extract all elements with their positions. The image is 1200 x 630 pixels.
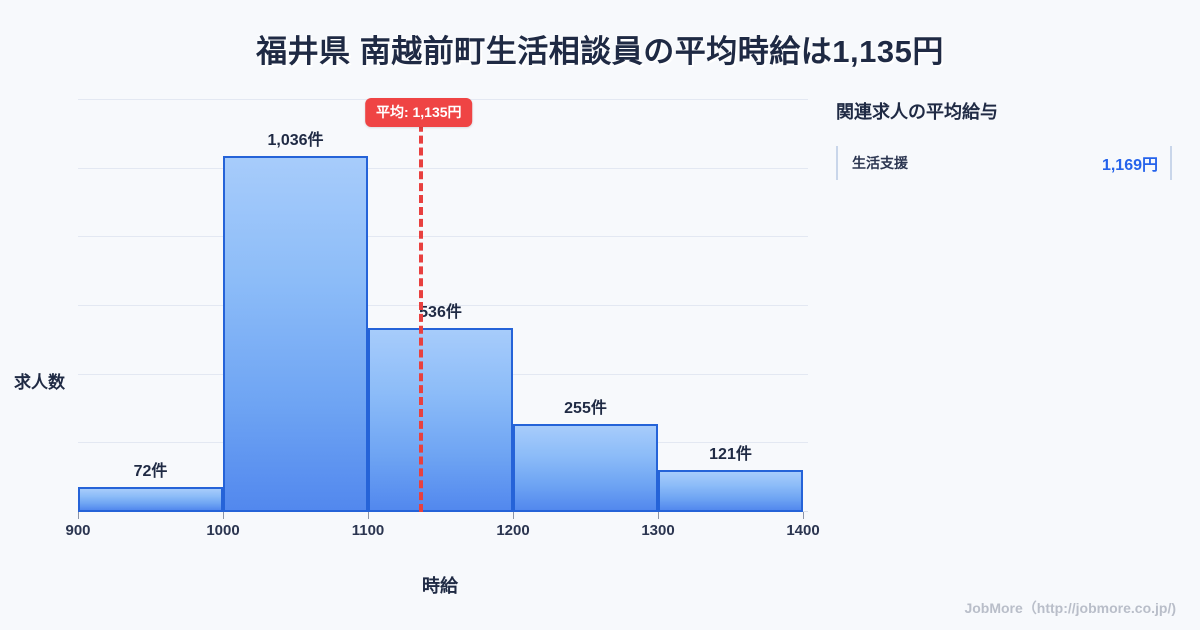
- x-tick-label: 1200: [496, 522, 530, 539]
- x-tick-mark: [658, 512, 659, 519]
- plot-area: 72件 1,036件 536件 255件 121件 平均: 1,135円 900 1000 11…: [65, 98, 820, 539]
- histogram-bar: [223, 156, 368, 512]
- bar-value-label: 536件: [419, 303, 462, 321]
- x-tick-mark: [78, 512, 79, 519]
- related-salary-heading: 関連求人の平均給与: [836, 102, 998, 122]
- x-axis-title: 時給: [422, 576, 458, 596]
- x-tick-label: 1100: [351, 522, 385, 539]
- histogram-chart: 72件 1,036件 536件 255件 121件 平均: 1,135円 900 1000 11…: [0, 90, 830, 550]
- histogram-bar: [368, 327, 513, 512]
- histogram-bar: [78, 487, 223, 512]
- x-tick-label: 1000: [206, 522, 240, 539]
- y-axis-title: 求人数: [14, 373, 65, 392]
- gridline: [78, 236, 808, 238]
- related-salary-row: 生活支援 1,169円: [836, 146, 1172, 180]
- bar-value-label: 72件: [133, 463, 168, 481]
- gridline: [78, 305, 808, 306]
- bar-value-label: 255件: [564, 400, 607, 418]
- bar-value-label: 121件: [709, 446, 752, 464]
- x-tick-label: 900: [65, 522, 91, 539]
- x-tick-label: 1400: [786, 522, 820, 539]
- x-tick-mark: [368, 512, 369, 519]
- x-tick-mark: [803, 512, 804, 519]
- average-line: [418, 100, 423, 512]
- bar-value-label: 1,036件: [267, 132, 324, 150]
- gridline: [78, 167, 808, 169]
- x-tick-mark: [513, 512, 514, 519]
- histogram-bar: [513, 424, 658, 512]
- related-salary-row-value: 1,169円: [1101, 157, 1158, 174]
- histogram-bar: [658, 470, 803, 512]
- average-badge: 平均: 1,135円: [364, 98, 473, 127]
- related-salary-panel: 関連求人の平均給与 生活支援 1,169円: [836, 98, 1172, 180]
- x-tick-label: 1300: [641, 522, 675, 539]
- x-tick-mark: [223, 512, 224, 519]
- related-salary-row-label: 生活支援: [852, 155, 908, 171]
- related-salary-list: 生活支援 1,169円: [836, 146, 1172, 180]
- page-title: 福井県 南越前町生活相談員の平均時給は1,135円: [256, 34, 944, 69]
- watermark-credit: JobMore（http://jobmore.co.jp/): [964, 600, 1176, 616]
